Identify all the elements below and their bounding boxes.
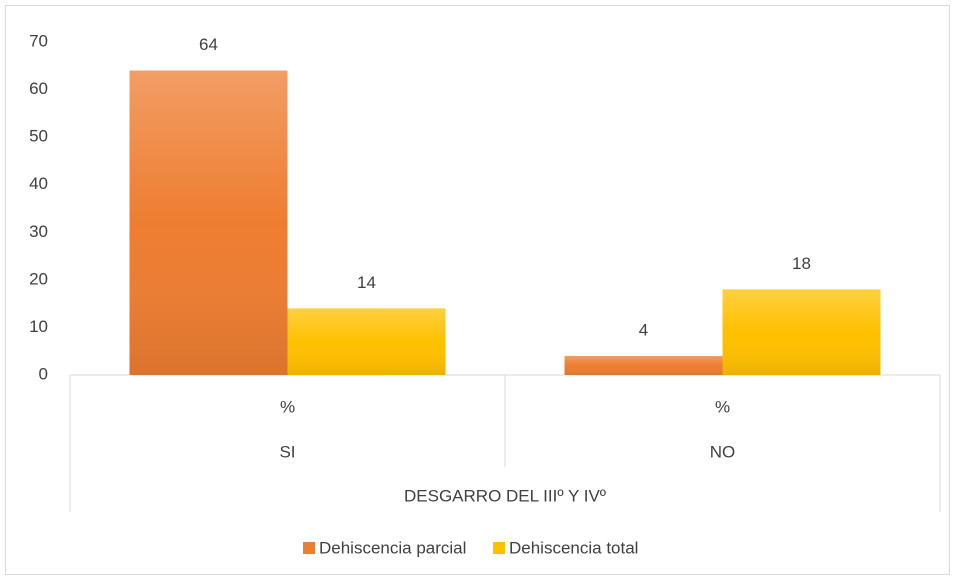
x-axis-group: DESGARRO DEL IIIº Y IVº bbox=[404, 486, 606, 505]
y-tick-label: 0 bbox=[39, 364, 48, 383]
bar-shade bbox=[722, 289, 881, 375]
x-group-label: SI bbox=[279, 442, 295, 461]
y-tick-label: 20 bbox=[29, 269, 48, 288]
bar-shade bbox=[564, 355, 723, 375]
y-tick-label: 30 bbox=[29, 222, 48, 241]
legend-swatch bbox=[303, 542, 315, 554]
x-tick-label: % bbox=[280, 397, 295, 416]
bar-shade bbox=[287, 308, 446, 375]
legend-label: Dehiscencia total bbox=[509, 538, 638, 557]
data-label: 18 bbox=[792, 254, 811, 273]
x-tick-label: % bbox=[715, 397, 730, 416]
legend-swatch bbox=[493, 542, 505, 554]
bar-shade bbox=[129, 70, 288, 376]
data-label: 4 bbox=[639, 320, 648, 339]
data-label: 64 bbox=[199, 35, 218, 54]
y-tick-label: 60 bbox=[29, 79, 48, 98]
legend-label: Dehiscencia parcial bbox=[319, 538, 466, 557]
data-label: 14 bbox=[357, 273, 376, 292]
y-tick-label: 70 bbox=[29, 31, 48, 50]
y-tick-label: 50 bbox=[29, 127, 48, 146]
y-tick-label: 40 bbox=[29, 174, 48, 193]
x-group-label: NO bbox=[710, 442, 736, 461]
y-tick-label: 10 bbox=[29, 317, 48, 336]
